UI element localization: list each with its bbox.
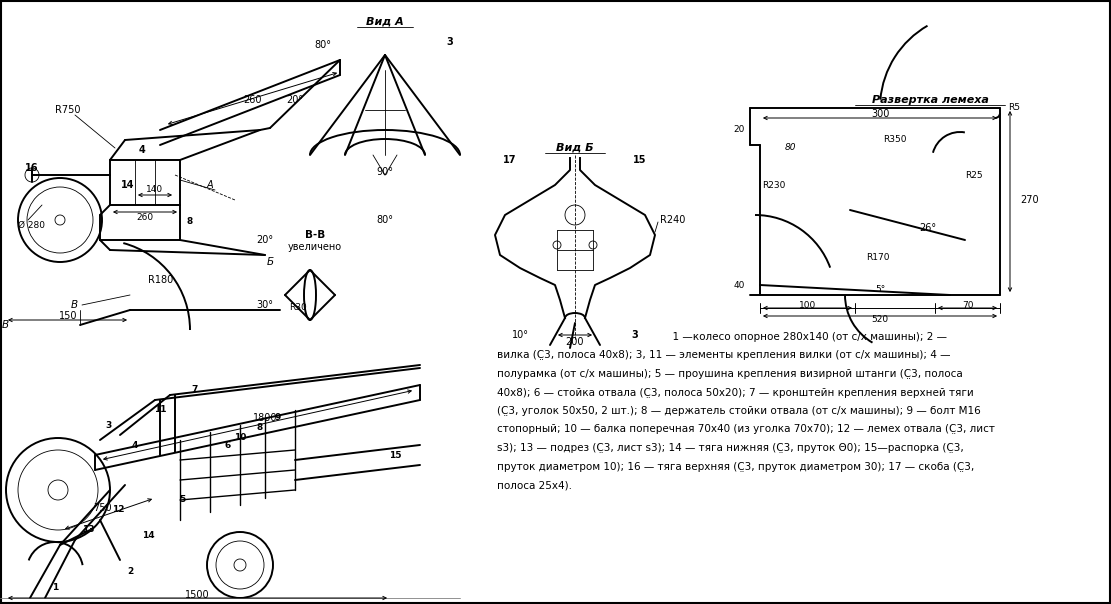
Text: 30°: 30° [257, 300, 273, 310]
Text: 10°: 10° [511, 330, 529, 340]
Text: 3: 3 [104, 420, 111, 429]
Text: 80°: 80° [377, 215, 393, 225]
Text: полурамка (от с/х машины); 5 — проушина крепления визирной штанги (С̤3, полоса: полурамка (от с/х машины); 5 — проушина … [497, 369, 963, 379]
Text: R5: R5 [1008, 103, 1020, 112]
Text: 1 —колесо опорное 280х140 (от с/х машины); 2 —: 1 —колесо опорное 280х140 (от с/х машины… [497, 332, 947, 342]
Text: 100: 100 [800, 301, 817, 309]
Text: 5°: 5° [874, 286, 885, 295]
Text: 3: 3 [632, 330, 639, 340]
Text: стопорный; 10 — балка поперечная 70х40 (из уголка 70х70); 12 — лемех отвала (С̤3: стопорный; 10 — балка поперечная 70х40 (… [497, 425, 994, 434]
Text: 5: 5 [179, 495, 186, 504]
Text: R180: R180 [148, 275, 173, 285]
Text: 8: 8 [257, 423, 263, 432]
Text: 20: 20 [733, 126, 745, 135]
Text: R240: R240 [660, 215, 685, 225]
Text: 4: 4 [132, 440, 138, 449]
Text: Вид Б: Вид Б [557, 143, 593, 153]
Text: 40х8); 6 — стойка отвала (С̤3, полоса 50х20); 7 — кронштейн крепления верхней тя: 40х8); 6 — стойка отвала (С̤3, полоса 50… [497, 388, 973, 397]
Text: 750: 750 [93, 503, 112, 513]
Text: 80: 80 [784, 144, 795, 152]
Text: 140: 140 [147, 185, 163, 194]
Text: полоса 25х4).: полоса 25х4). [497, 480, 572, 490]
Text: 12: 12 [112, 506, 124, 515]
Text: 20°: 20° [287, 95, 303, 105]
Text: 4: 4 [139, 145, 146, 155]
Text: 11: 11 [153, 405, 167, 414]
Text: увеличено: увеличено [288, 242, 342, 252]
Text: (С̤3, уголок 50х50, 2 шт.); 8 — держатель стойки отвала (от с/х машины); 9 — бол: (С̤3, уголок 50х50, 2 шт.); 8 — держател… [497, 406, 981, 416]
Text: вилка (С̤3, полоса 40х8); 3, 11 — элементы крепления вилки (от с/х машины); 4 —: вилка (С̤3, полоса 40х8); 3, 11 — элемен… [497, 350, 951, 361]
Text: 13: 13 [82, 525, 94, 535]
Text: R750: R750 [56, 105, 80, 115]
Text: 10: 10 [233, 434, 247, 443]
Text: R25: R25 [965, 170, 982, 179]
Text: 2: 2 [127, 568, 133, 576]
Text: Вид А: Вид А [367, 17, 404, 27]
Text: 6: 6 [224, 440, 231, 449]
Text: 9: 9 [274, 414, 281, 423]
Text: 1800: 1800 [252, 413, 278, 423]
Text: 70: 70 [962, 301, 973, 309]
Text: 260: 260 [137, 213, 153, 222]
Text: 90°: 90° [377, 167, 393, 177]
Text: s3); 13 — подрез (С̤3, лист s3); 14 — тяга нижняя (С̤3, пруток Θ0); 15—распорка : s3); 13 — подрез (С̤3, лист s3); 14 — тя… [497, 443, 963, 453]
Text: Б: Б [267, 257, 273, 267]
Text: В: В [71, 300, 78, 310]
Text: В: В [1, 320, 9, 330]
Text: пруток диаметром 10); 16 — тяга верхняя (С̤3, пруток диаметром 30); 17 — скоба (: пруток диаметром 10); 16 — тяга верхняя … [497, 461, 974, 472]
Text: 16: 16 [26, 163, 39, 173]
Text: 17: 17 [503, 155, 517, 165]
Text: A: A [207, 180, 213, 190]
Text: R230: R230 [762, 181, 785, 190]
Text: 3: 3 [447, 37, 453, 47]
Text: 300: 300 [871, 109, 889, 119]
Text: 150: 150 [59, 311, 78, 321]
Text: 14: 14 [142, 530, 154, 539]
Text: Ø 280: Ø 280 [18, 220, 46, 230]
Text: 80°: 80° [314, 40, 331, 50]
Text: Развертка лемеха: Развертка лемеха [871, 95, 989, 105]
Text: 1: 1 [52, 582, 58, 591]
Text: 7: 7 [192, 385, 198, 394]
Text: 26°: 26° [920, 223, 937, 233]
Text: 14: 14 [121, 180, 134, 190]
Text: 15: 15 [389, 451, 401, 460]
Text: 15: 15 [633, 155, 647, 165]
Text: 40: 40 [733, 280, 745, 289]
Text: R170: R170 [867, 254, 890, 263]
Text: 520: 520 [871, 315, 889, 324]
Text: 20°: 20° [257, 235, 273, 245]
Text: 1500: 1500 [184, 590, 209, 600]
Text: 270: 270 [1020, 195, 1039, 205]
Text: R30: R30 [289, 303, 307, 312]
Text: В-В: В-В [304, 230, 326, 240]
Text: 260: 260 [242, 95, 261, 105]
Text: R350: R350 [883, 135, 907, 144]
Text: 8: 8 [187, 217, 193, 226]
Text: 200: 200 [565, 337, 584, 347]
